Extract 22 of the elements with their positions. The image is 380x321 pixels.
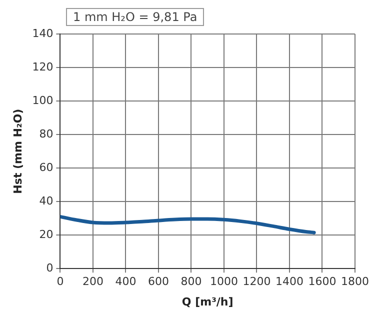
x-tick-label: 400 <box>115 275 136 288</box>
x-tick-label: 0 <box>56 275 64 288</box>
x-tick-label: 1400 <box>275 275 304 288</box>
y-tick-label: 40 <box>39 194 54 208</box>
y-tick-label: 100 <box>32 94 54 107</box>
x-tick-label: 800 <box>180 275 202 288</box>
y-tick-label: 60 <box>39 160 54 174</box>
x-tick-label: 200 <box>82 275 104 288</box>
x-axis-title: Q [m³/h] <box>182 295 234 308</box>
y-tick-label: 80 <box>39 127 54 140</box>
text: 1 mm H₂O = 9,81 Pa <box>66 8 204 26</box>
x-tick-label: 1200 <box>242 275 271 288</box>
y-tick-label: 120 <box>32 60 54 74</box>
x-tick-label: 1800 <box>341 275 370 288</box>
y-tick-label: 0 <box>46 261 54 274</box>
y-tick-label: 20 <box>39 228 54 241</box>
x-tick-label: 1600 <box>308 275 336 288</box>
y-axis-title: Hst (mm H₂O) <box>11 108 24 194</box>
y-tick-label: 140 <box>32 26 54 40</box>
x-tick-label: 1000 <box>210 275 238 288</box>
x-tick-label: 600 <box>148 275 169 288</box>
line-series <box>60 214 316 234</box>
